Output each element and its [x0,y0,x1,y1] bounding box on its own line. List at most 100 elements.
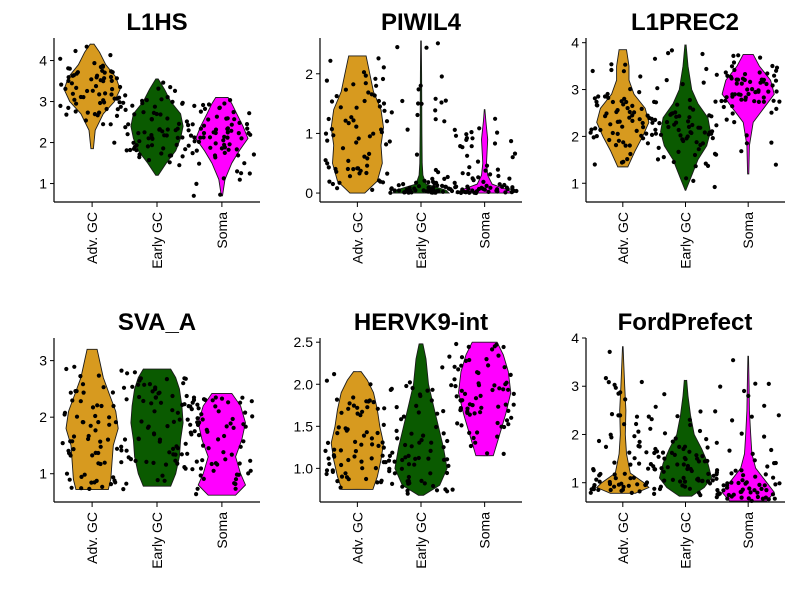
data-point [114,76,119,81]
data-point [410,386,415,391]
data-point [102,76,107,81]
data-point [324,378,329,383]
data-point [628,151,633,157]
data-point [414,152,420,157]
data-point [197,161,202,166]
data-point [456,367,461,372]
data-point [108,53,113,58]
data-point [74,85,79,90]
data-point [211,130,216,135]
data-point [759,486,764,491]
data-point [185,417,190,422]
data-point [222,433,227,439]
data-point [367,151,372,156]
data-point [466,171,471,177]
data-point [653,131,659,136]
data-point [190,122,195,127]
data-point [132,144,137,149]
data-point [390,450,395,455]
data-point [155,478,160,483]
data-point [687,97,693,103]
data-point [698,409,703,414]
data-point [446,463,451,468]
data-point [171,446,176,451]
data-point [156,86,161,91]
data-point [228,98,233,103]
data-point [385,171,390,176]
data-point [765,71,770,76]
data-point [430,190,435,195]
data-point [476,175,481,180]
data-point [365,405,370,410]
data-point [231,110,236,115]
data-point [470,188,475,193]
data-point [190,400,195,405]
data-point [661,469,666,474]
data-point [109,78,114,83]
data-point [382,406,387,411]
data-point [621,102,626,107]
data-point [399,466,404,471]
data-point [416,184,422,189]
data-point [115,96,120,101]
data-point [96,373,101,378]
y-tick-label: 2 [571,426,579,442]
data-point [623,143,628,148]
data-point [695,456,700,461]
data-point [660,450,666,455]
data-point [730,111,735,116]
data-point [225,130,230,135]
data-point [196,406,201,411]
x-tick-label: Adv. GC [615,212,631,264]
data-point [591,468,596,473]
data-point [392,188,397,193]
data-point [110,70,115,75]
data-point [602,94,608,99]
data-point [335,479,340,484]
data-point [74,71,79,76]
data-point [351,118,356,123]
data-point [375,430,380,436]
data-point [750,451,755,456]
data-point [221,176,226,181]
data-point [500,184,505,189]
data-point [70,73,75,78]
data-point [703,161,708,166]
data-point [63,86,68,91]
data-point [698,142,703,148]
data-point [324,78,329,83]
data-point [501,451,506,456]
data-point [142,382,147,387]
data-point [739,431,744,436]
data-point [329,127,334,132]
data-point [773,78,779,83]
data-point [637,461,642,466]
data-point [161,80,166,85]
data-point [98,444,103,449]
data-point [609,62,614,67]
data-point [619,481,624,486]
y-tick-label: 2 [571,128,579,144]
data-point [194,181,199,186]
data-point [130,103,135,108]
data-point [145,425,151,430]
y-tick-label: 4 [571,330,579,346]
data-point [153,395,158,400]
data-point [469,130,474,135]
data-point [110,390,115,395]
data-point [367,134,372,139]
data-point [622,422,627,427]
violin-soma [458,341,512,457]
data-point [376,56,381,61]
data-point [173,458,178,463]
data-point [659,466,664,471]
data-point [774,65,780,70]
data-point [677,444,682,449]
data-point [682,455,687,461]
data-point [364,399,369,404]
data-point [371,131,376,136]
data-point [664,120,670,125]
data-point [496,173,501,179]
data-point [697,428,703,434]
data-point [158,400,164,405]
